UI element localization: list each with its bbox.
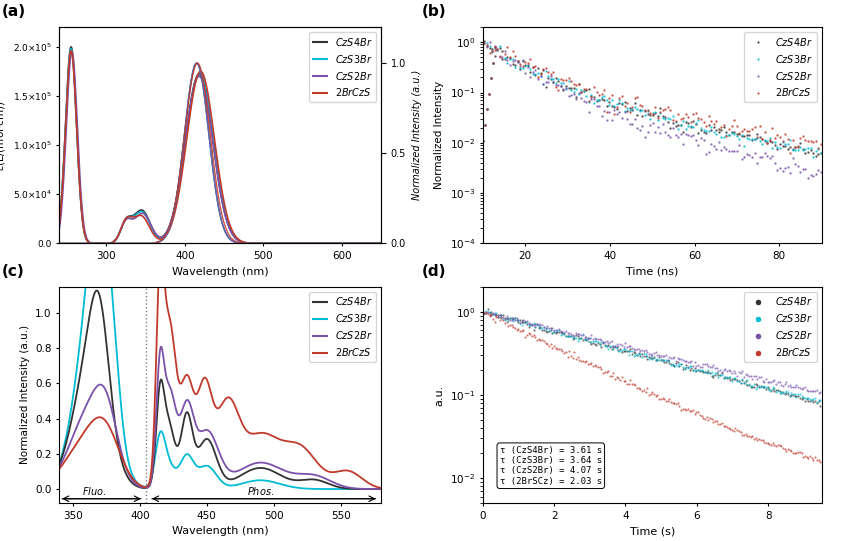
Text: (a): (a) [2,4,25,19]
X-axis label: Wavelength (nm): Wavelength (nm) [172,526,268,536]
Text: (b): (b) [422,4,446,19]
X-axis label: Time (s): Time (s) [629,526,675,536]
X-axis label: Time (ns): Time (ns) [626,267,678,276]
Legend: $CzS4Br$, $CzS3Br$, $CzS2Br$, $2BrCzS$: $CzS4Br$, $CzS3Br$, $CzS2Br$, $2BrCzS$ [308,292,376,362]
Legend: $CzS4Br$, $CzS3Br$, $CzS2Br$, $2BrCzS$: $CzS4Br$, $CzS3Br$, $CzS2Br$, $2BrCzS$ [745,32,817,102]
X-axis label: Wavelength (nm): Wavelength (nm) [172,267,268,276]
Legend: $CzS4Br$, $CzS3Br$, $CzS2Br$, $2BrCzS$: $CzS4Br$, $CzS3Br$, $CzS2Br$, $2BrCzS$ [745,292,817,362]
Text: (d): (d) [422,264,446,279]
Text: $Phos.$: $Phos.$ [247,485,274,497]
Y-axis label: $\varepsilon$(L/(mol$\cdot$cm)): $\varepsilon$(L/(mol$\cdot$cm)) [0,100,7,170]
Text: (c): (c) [2,264,24,279]
Y-axis label: a.u.: a.u. [435,384,444,406]
Text: τ (CzS4Br) = 3.61 s
τ (CzS3Br) = 3.64 s
τ (CzS2Br) = 4.07 s
τ (2BrSCz) = 2.03 s: τ (CzS4Br) = 3.61 s τ (CzS3Br) = 3.64 s … [500,446,602,486]
Legend: $CzS4Br$, $CzS3Br$, $CzS2Br$, $2BrCzS$: $CzS4Br$, $CzS3Br$, $CzS2Br$, $2BrCzS$ [308,32,376,102]
Y-axis label: Normalized Intensity: Normalized Intensity [434,81,444,189]
Text: $Fluo.$: $Fluo.$ [82,485,107,497]
Y-axis label: Normalized Intensity (a.u.): Normalized Intensity (a.u.) [412,70,422,200]
Y-axis label: Normalized Intensity (a.u.): Normalized Intensity (a.u.) [19,325,30,465]
